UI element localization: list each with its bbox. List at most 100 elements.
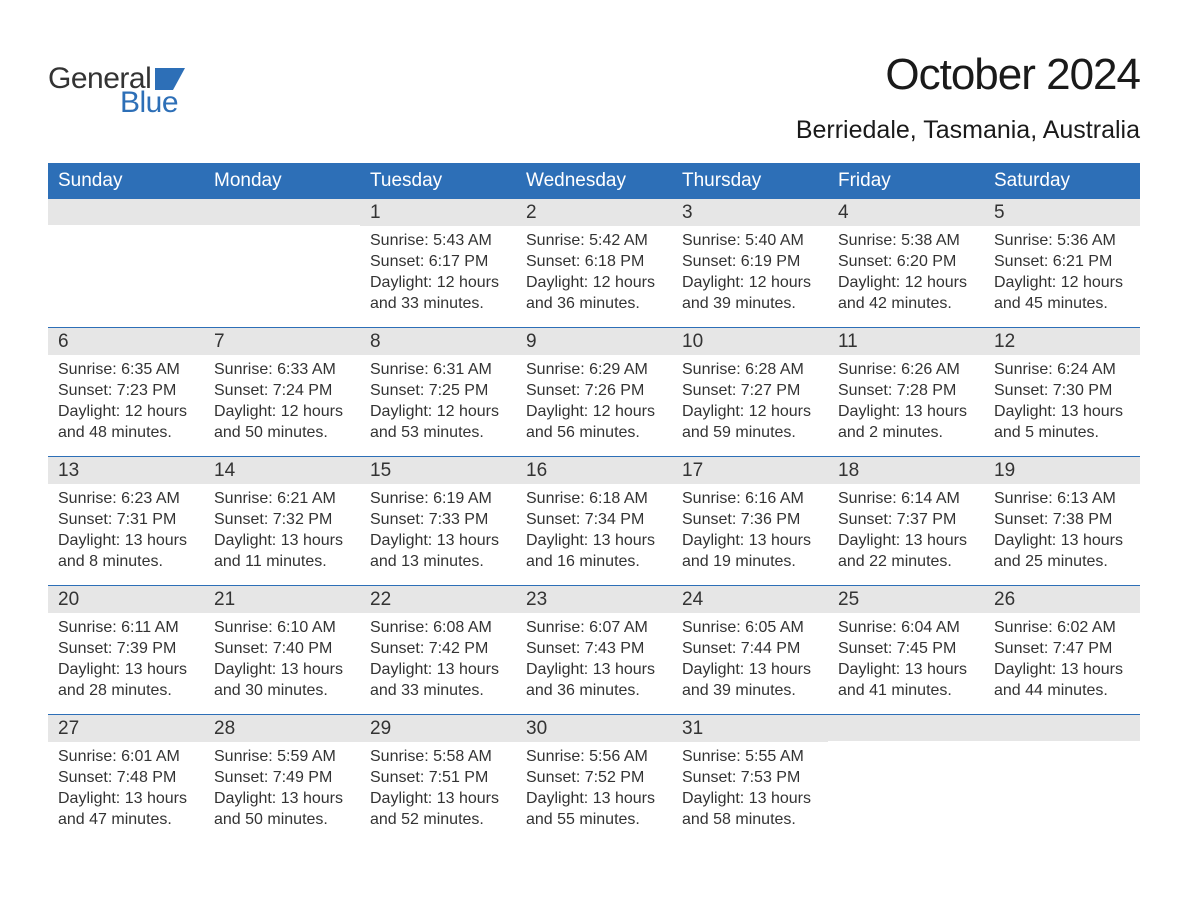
sunrise-text: Sunrise: 6:07 AM	[526, 617, 662, 638]
header: General Blue October 2024 Berriedale, Ta…	[48, 50, 1140, 145]
day-body: Sunrise: 6:29 AMSunset: 7:26 PMDaylight:…	[516, 355, 672, 451]
day-number: 17	[672, 457, 828, 484]
day-cell: 25Sunrise: 6:04 AMSunset: 7:45 PMDayligh…	[828, 586, 984, 714]
day-cell: 20Sunrise: 6:11 AMSunset: 7:39 PMDayligh…	[48, 586, 204, 714]
day-number: 29	[360, 715, 516, 742]
sunrise-text: Sunrise: 6:33 AM	[214, 359, 350, 380]
day-number	[48, 199, 204, 225]
sunrise-text: Sunrise: 6:18 AM	[526, 488, 662, 509]
day-number: 25	[828, 586, 984, 613]
daylight-text: Daylight: 12 hours and 56 minutes.	[526, 401, 662, 443]
day-cell	[48, 199, 204, 327]
day-number: 14	[204, 457, 360, 484]
day-number: 8	[360, 328, 516, 355]
calendar: Sunday Monday Tuesday Wednesday Thursday…	[48, 163, 1140, 843]
sunrise-text: Sunrise: 5:36 AM	[994, 230, 1130, 251]
day-number: 22	[360, 586, 516, 613]
day-body: Sunrise: 6:31 AMSunset: 7:25 PMDaylight:…	[360, 355, 516, 451]
sunrise-text: Sunrise: 6:19 AM	[370, 488, 506, 509]
day-number: 11	[828, 328, 984, 355]
sunrise-text: Sunrise: 5:58 AM	[370, 746, 506, 767]
day-cell: 19Sunrise: 6:13 AMSunset: 7:38 PMDayligh…	[984, 457, 1140, 585]
day-number: 9	[516, 328, 672, 355]
sunset-text: Sunset: 7:37 PM	[838, 509, 974, 530]
daylight-text: Daylight: 12 hours and 45 minutes.	[994, 272, 1130, 314]
day-body: Sunrise: 6:19 AMSunset: 7:33 PMDaylight:…	[360, 484, 516, 580]
day-cell: 26Sunrise: 6:02 AMSunset: 7:47 PMDayligh…	[984, 586, 1140, 714]
sunset-text: Sunset: 7:39 PM	[58, 638, 194, 659]
day-cell: 2Sunrise: 5:42 AMSunset: 6:18 PMDaylight…	[516, 199, 672, 327]
daylight-text: Daylight: 13 hours and 47 minutes.	[58, 788, 194, 830]
day-cell: 14Sunrise: 6:21 AMSunset: 7:32 PMDayligh…	[204, 457, 360, 585]
day-number	[828, 715, 984, 741]
title-block: October 2024 Berriedale, Tasmania, Austr…	[796, 50, 1140, 145]
day-number: 21	[204, 586, 360, 613]
day-cell: 31Sunrise: 5:55 AMSunset: 7:53 PMDayligh…	[672, 715, 828, 843]
sunrise-text: Sunrise: 6:04 AM	[838, 617, 974, 638]
day-number: 15	[360, 457, 516, 484]
day-cell: 28Sunrise: 5:59 AMSunset: 7:49 PMDayligh…	[204, 715, 360, 843]
day-cell: 18Sunrise: 6:14 AMSunset: 7:37 PMDayligh…	[828, 457, 984, 585]
sunset-text: Sunset: 7:28 PM	[838, 380, 974, 401]
sunset-text: Sunset: 6:20 PM	[838, 251, 974, 272]
day-number: 6	[48, 328, 204, 355]
sunrise-text: Sunrise: 6:13 AM	[994, 488, 1130, 509]
sunset-text: Sunset: 7:43 PM	[526, 638, 662, 659]
day-number: 18	[828, 457, 984, 484]
day-number: 27	[48, 715, 204, 742]
sunset-text: Sunset: 7:45 PM	[838, 638, 974, 659]
day-number: 10	[672, 328, 828, 355]
day-body: Sunrise: 6:10 AMSunset: 7:40 PMDaylight:…	[204, 613, 360, 709]
daylight-text: Daylight: 13 hours and 16 minutes.	[526, 530, 662, 572]
day-cell: 3Sunrise: 5:40 AMSunset: 6:19 PMDaylight…	[672, 199, 828, 327]
day-cell: 13Sunrise: 6:23 AMSunset: 7:31 PMDayligh…	[48, 457, 204, 585]
day-body: Sunrise: 6:16 AMSunset: 7:36 PMDaylight:…	[672, 484, 828, 580]
sunset-text: Sunset: 6:18 PM	[526, 251, 662, 272]
sunset-text: Sunset: 7:44 PM	[682, 638, 818, 659]
sunset-text: Sunset: 6:17 PM	[370, 251, 506, 272]
sunset-text: Sunset: 7:33 PM	[370, 509, 506, 530]
daylight-text: Daylight: 12 hours and 50 minutes.	[214, 401, 350, 443]
day-cell: 24Sunrise: 6:05 AMSunset: 7:44 PMDayligh…	[672, 586, 828, 714]
day-number: 24	[672, 586, 828, 613]
day-cell: 27Sunrise: 6:01 AMSunset: 7:48 PMDayligh…	[48, 715, 204, 843]
daylight-text: Daylight: 13 hours and 2 minutes.	[838, 401, 974, 443]
sunrise-text: Sunrise: 5:55 AM	[682, 746, 818, 767]
day-body	[204, 225, 360, 237]
sunset-text: Sunset: 7:36 PM	[682, 509, 818, 530]
sunrise-text: Sunrise: 6:21 AM	[214, 488, 350, 509]
day-number: 28	[204, 715, 360, 742]
day-cell	[828, 715, 984, 843]
sunset-text: Sunset: 7:53 PM	[682, 767, 818, 788]
sunrise-text: Sunrise: 6:29 AM	[526, 359, 662, 380]
day-body: Sunrise: 5:43 AMSunset: 6:17 PMDaylight:…	[360, 226, 516, 322]
sunset-text: Sunset: 7:23 PM	[58, 380, 194, 401]
week-row: 13Sunrise: 6:23 AMSunset: 7:31 PMDayligh…	[48, 456, 1140, 585]
location-subtitle: Berriedale, Tasmania, Australia	[796, 116, 1140, 145]
day-body: Sunrise: 6:02 AMSunset: 7:47 PMDaylight:…	[984, 613, 1140, 709]
day-body: Sunrise: 6:13 AMSunset: 7:38 PMDaylight:…	[984, 484, 1140, 580]
daylight-text: Daylight: 13 hours and 44 minutes.	[994, 659, 1130, 701]
sunset-text: Sunset: 7:30 PM	[994, 380, 1130, 401]
daylight-text: Daylight: 12 hours and 36 minutes.	[526, 272, 662, 314]
weekday-header: Saturday	[984, 163, 1140, 199]
day-body: Sunrise: 6:21 AMSunset: 7:32 PMDaylight:…	[204, 484, 360, 580]
day-cell: 4Sunrise: 5:38 AMSunset: 6:20 PMDaylight…	[828, 199, 984, 327]
day-body: Sunrise: 6:23 AMSunset: 7:31 PMDaylight:…	[48, 484, 204, 580]
day-cell: 1Sunrise: 5:43 AMSunset: 6:17 PMDaylight…	[360, 199, 516, 327]
day-cell: 29Sunrise: 5:58 AMSunset: 7:51 PMDayligh…	[360, 715, 516, 843]
day-body: Sunrise: 6:24 AMSunset: 7:30 PMDaylight:…	[984, 355, 1140, 451]
daylight-text: Daylight: 12 hours and 53 minutes.	[370, 401, 506, 443]
sunset-text: Sunset: 7:24 PM	[214, 380, 350, 401]
day-number: 7	[204, 328, 360, 355]
day-number: 20	[48, 586, 204, 613]
day-body: Sunrise: 5:56 AMSunset: 7:52 PMDaylight:…	[516, 742, 672, 838]
day-body	[48, 225, 204, 237]
day-body: Sunrise: 6:33 AMSunset: 7:24 PMDaylight:…	[204, 355, 360, 451]
day-body: Sunrise: 5:59 AMSunset: 7:49 PMDaylight:…	[204, 742, 360, 838]
sunset-text: Sunset: 7:42 PM	[370, 638, 506, 659]
daylight-text: Daylight: 13 hours and 19 minutes.	[682, 530, 818, 572]
sunrise-text: Sunrise: 6:28 AM	[682, 359, 818, 380]
sunrise-text: Sunrise: 5:40 AM	[682, 230, 818, 251]
daylight-text: Daylight: 12 hours and 42 minutes.	[838, 272, 974, 314]
